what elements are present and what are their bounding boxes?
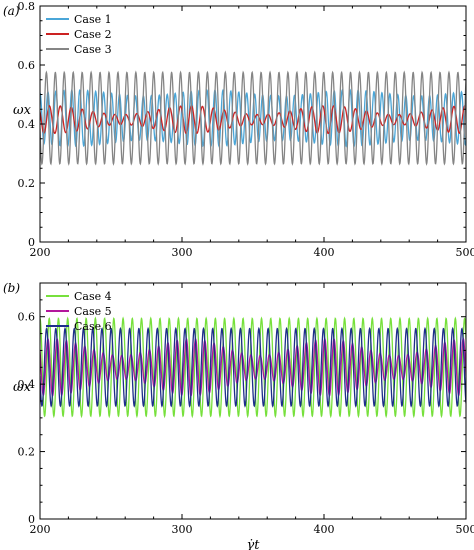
legend-label: Case 2 xyxy=(74,28,112,41)
y-axis-label: ωx xyxy=(13,380,32,395)
series-line-case-3 xyxy=(40,70,466,166)
legend-label: Case 3 xyxy=(74,43,112,56)
y-tick-label: 0 xyxy=(28,236,35,249)
chart-panel-a: 200 300 400 500 0 0.2 0.4 0.6 0.8 ωx (a) Case 1 Case… xyxy=(3,0,474,259)
chart-panel-b: 200 300 400 500 0 0.2 0.4 0.6 ωx (b) Case 4 Case 5 C… xyxy=(3,281,474,550)
legend-label: Case 5 xyxy=(74,305,112,318)
x-tick-label: 500 xyxy=(456,246,474,259)
legend-label: Case 1 xyxy=(74,13,112,26)
series-line-case-6 xyxy=(40,326,466,408)
y-axis-label: ωx xyxy=(13,103,32,118)
x-tick-label: 300 xyxy=(172,523,193,536)
y-tick-label: 0 xyxy=(28,513,35,526)
x-tick-label: 500 xyxy=(456,523,474,536)
y-tick-label: 0.8 xyxy=(18,0,36,13)
panel-label: (a) xyxy=(3,4,20,18)
series-line-case-4 xyxy=(40,316,466,419)
y-tick-label: 0.6 xyxy=(18,59,36,72)
y-tick-label: 0.2 xyxy=(18,177,36,190)
x-tick-label: 200 xyxy=(30,523,51,536)
x-tick-label: 300 xyxy=(172,246,193,259)
legend-label: Case 4 xyxy=(74,290,112,303)
x-tick-label: 200 xyxy=(30,246,51,259)
x-tick-label: 400 xyxy=(314,246,335,259)
y-tick-label: 0.2 xyxy=(18,446,36,459)
x-tick-label: 400 xyxy=(314,523,335,536)
panel-label: (b) xyxy=(3,281,20,295)
x-axis-label: γ̇t xyxy=(247,538,261,550)
y-tick-label: 0.4 xyxy=(18,378,36,391)
legend-label: Case 6 xyxy=(74,320,112,333)
y-tick-label: 0.4 xyxy=(18,118,36,131)
y-tick-label: 0.6 xyxy=(18,311,36,324)
